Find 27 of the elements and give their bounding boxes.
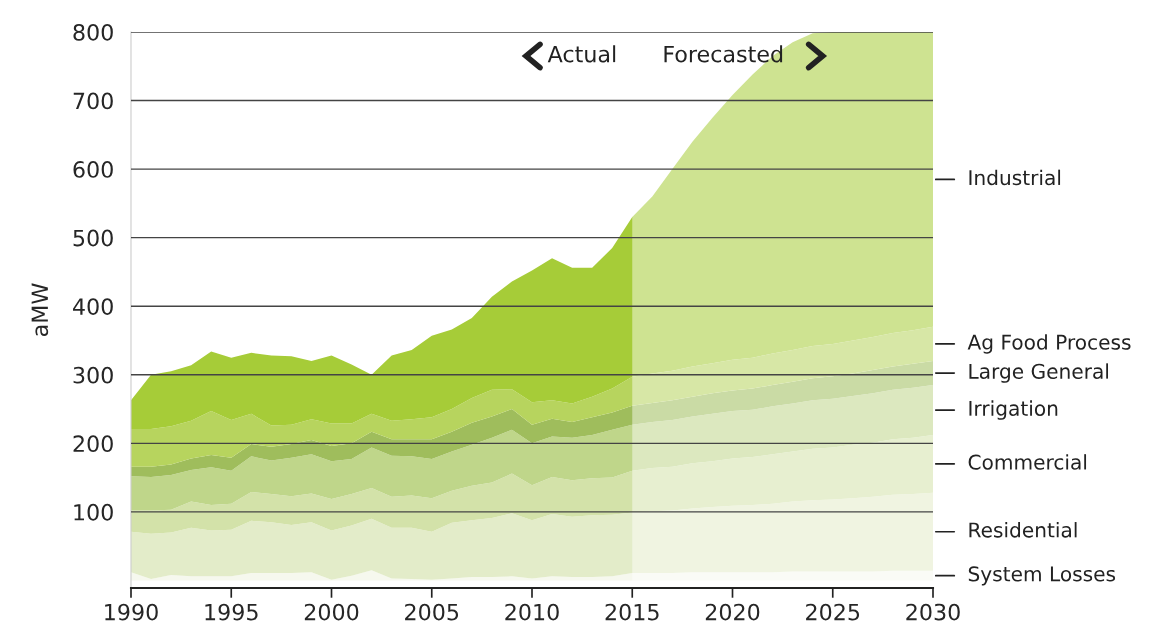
annotation: Actual — [547, 45, 616, 63]
y-tick-label: 200 — [73, 435, 113, 453]
series-label: Irrigation — [969, 400, 1058, 420]
y-tick-label: 600 — [73, 161, 113, 178]
x-tick-label: 2000 — [304, 603, 359, 621]
x-tick-label: 2005 — [405, 603, 459, 621]
y-tick-label: 700 — [73, 92, 113, 110]
x-tick-label: 2025 — [806, 603, 860, 621]
series-label: Ag Food Process — [967, 334, 1131, 354]
y-tick-label: 300 — [73, 366, 113, 384]
x-tick-label: 1995 — [205, 603, 258, 621]
series-label: Large General — [969, 363, 1109, 383]
x-tick-label: 2020 — [705, 603, 760, 621]
y-tick-label: 800 — [73, 23, 113, 41]
y-tick-label: 100 — [74, 503, 113, 521]
x-tick-label: 1990 — [105, 603, 158, 621]
x-tick-label: 2030 — [906, 603, 960, 621]
series-label: Residential — [969, 522, 1077, 538]
series-label: System Losses — [968, 566, 1116, 586]
y-axis-title: aMW — [31, 283, 49, 337]
series-label: Industrial — [969, 169, 1061, 186]
x-tick-label: 2015 — [605, 603, 659, 621]
x-tick-label: 2010 — [505, 603, 559, 621]
series-label: Commercial — [968, 454, 1087, 470]
y-tick-label: 400 — [73, 298, 113, 315]
y-tick-label: 500 — [73, 229, 113, 247]
annotation: Forecasted — [664, 45, 783, 63]
